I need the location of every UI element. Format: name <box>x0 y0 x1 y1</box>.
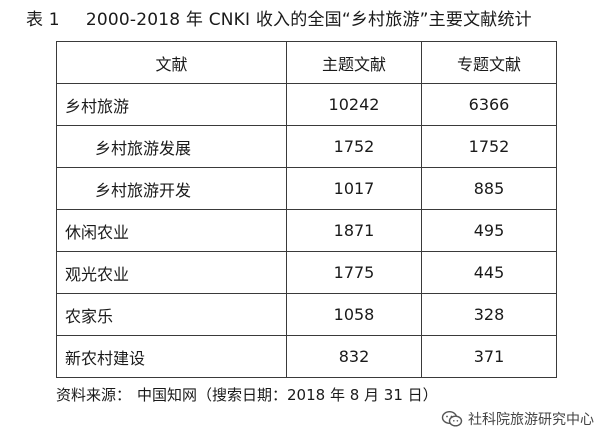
table-row: 观光农业 1775 445 <box>56 251 557 294</box>
row-subject-count: 1017 <box>286 167 422 210</box>
literature-table: 文献 主题文献 专题文献 乡村旅游 10242 6366 乡村旅游发展 1752… <box>56 41 557 378</box>
source-label: 资料来源： <box>56 386 132 404</box>
header-subject-literature: 主题文献 <box>286 41 422 84</box>
row-special-count: 495 <box>421 209 557 252</box>
row-name: 观光农业 <box>56 251 287 294</box>
row-name: 休闲农业 <box>56 209 287 252</box>
row-name: 农家乐 <box>56 293 287 336</box>
watermark-text: 社科院旅游研究中心 <box>468 412 594 428</box>
row-special-count: 885 <box>421 167 557 210</box>
source-text: 中国知网（搜索日期：2018 年 8 月 31 日） <box>137 386 438 404</box>
watermark: 社科院旅游研究中心 <box>441 409 594 429</box>
row-name: 乡村旅游 <box>56 83 287 126</box>
table-caption: 表 1 2000-2018 年 CNKI 收入的全国“乡村旅游”主要文献统计 <box>22 8 532 32</box>
row-name: 乡村旅游开发 <box>56 167 287 210</box>
table-row: 乡村旅游 10242 6366 <box>56 83 557 126</box>
row-subject-count: 1775 <box>286 251 422 294</box>
table-row: 休闲农业 1871 495 <box>56 209 557 252</box>
table-row: 乡村旅游开发 1017 885 <box>56 167 557 210</box>
caption-label: 表 1 <box>26 10 60 30</box>
row-subject-count: 1752 <box>286 125 422 168</box>
row-special-count: 1752 <box>421 125 557 168</box>
row-subject-count: 1871 <box>286 209 422 252</box>
header-literature: 文献 <box>56 41 287 84</box>
row-special-count: 371 <box>421 335 557 378</box>
row-subject-count: 1058 <box>286 293 422 336</box>
caption-title: 2000-2018 年 CNKI 收入的全国“乡村旅游”主要文献统计 <box>85 10 532 30</box>
row-subject-count: 10242 <box>286 83 422 126</box>
row-special-count: 6366 <box>421 83 557 126</box>
table-row: 新农村建设 832 371 <box>56 335 557 378</box>
table-row: 农家乐 1058 328 <box>56 293 557 336</box>
header-special-literature: 专题文献 <box>421 41 557 84</box>
row-special-count: 445 <box>421 251 557 294</box>
row-special-count: 328 <box>421 293 557 336</box>
row-name: 乡村旅游发展 <box>56 125 287 168</box>
row-subject-count: 832 <box>286 335 422 378</box>
wechat-account-icon <box>441 410 463 428</box>
row-name: 新农村建设 <box>56 335 287 378</box>
table-header-row: 文献 主题文献 专题文献 <box>56 41 557 84</box>
source-note: 资料来源： 中国知网（搜索日期：2018 年 8 月 31 日） <box>56 384 438 406</box>
table-row: 乡村旅游发展 1752 1752 <box>56 125 557 168</box>
